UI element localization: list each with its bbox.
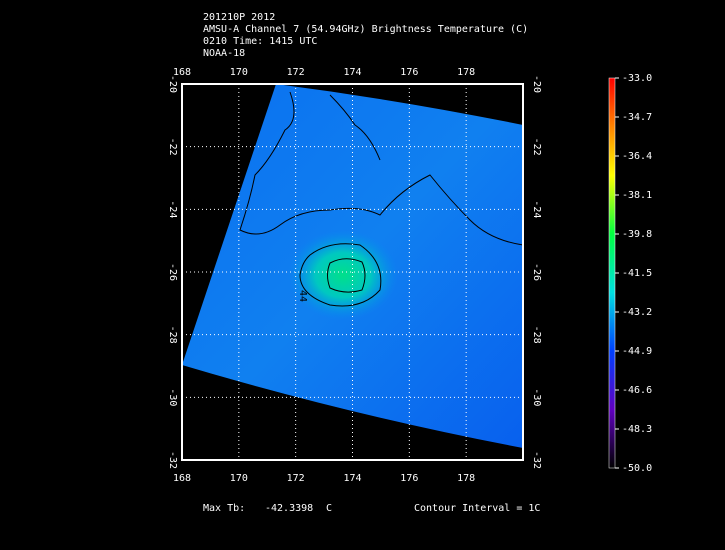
max-unit: C	[326, 503, 332, 514]
y-tick-label: -26	[531, 263, 542, 281]
header-line: NOAA-18	[203, 48, 245, 59]
colorbar-tick-label: -41.5	[622, 268, 652, 279]
y-tick-label: -28	[531, 326, 542, 344]
y-tick-label: -22	[167, 138, 178, 156]
y-tick-label: -24	[167, 200, 178, 218]
y-tick-label: -32	[167, 451, 178, 469]
contours	[239, 91, 524, 307]
x-tick-label: 168	[173, 473, 191, 484]
x-tick-label: 178	[457, 67, 475, 78]
header-line: 0210 Time: 1415 UTC	[203, 36, 317, 47]
x-tick-label: 178	[457, 473, 475, 484]
x-tick-label: 176	[400, 67, 418, 78]
y-tick-label: -30	[531, 388, 542, 406]
y-tick-label: -24	[531, 200, 542, 218]
max-value: -42.3398	[265, 503, 313, 514]
x-tick-label: 170	[230, 67, 248, 78]
colorbar-tick-label: -36.4	[622, 151, 652, 162]
contour-interval: Contour Interval = 1C	[414, 503, 540, 514]
y-tick-label: -22	[531, 138, 542, 156]
y-tick-label: -28	[167, 326, 178, 344]
colorbar-tick-label: -34.7	[622, 112, 652, 123]
header-line: 201210P 2012	[203, 12, 275, 23]
x-tick-label: 176	[400, 473, 418, 484]
max-label: Max Tb:	[203, 503, 245, 514]
warm-core	[288, 230, 398, 320]
y-tick-label: -26	[167, 263, 178, 281]
x-tick-label: 174	[343, 67, 361, 78]
colorbar-tick-label: -50.0	[622, 463, 652, 474]
x-tick-label: 168	[173, 67, 191, 78]
y-tick-label: -20	[167, 75, 178, 93]
x-tick-label: 174	[343, 473, 361, 484]
header-line: AMSU-A Channel 7 (54.94GHz) Brightness T…	[203, 24, 528, 35]
colorbar-tick-label: -48.3	[622, 424, 652, 435]
colorbar-tick-label: -46.6	[622, 385, 652, 396]
y-tick-label: -20	[531, 75, 542, 93]
colorbar-tick-label: -44.9	[622, 346, 652, 357]
y-tick-label: -30	[167, 388, 178, 406]
contour-label: 44	[297, 290, 308, 302]
colorbar-tick-label: -39.8	[622, 229, 652, 240]
x-tick-label: 172	[287, 473, 305, 484]
colorbar-tick-label: -38.1	[622, 190, 652, 201]
colorbar-tick-label: -43.2	[622, 307, 652, 318]
colorbar-tick-label: -33.0	[622, 73, 652, 84]
colorbar	[608, 77, 616, 469]
x-tick-label: 170	[230, 473, 248, 484]
y-tick-label: -32	[531, 451, 542, 469]
x-tick-label: 172	[287, 67, 305, 78]
